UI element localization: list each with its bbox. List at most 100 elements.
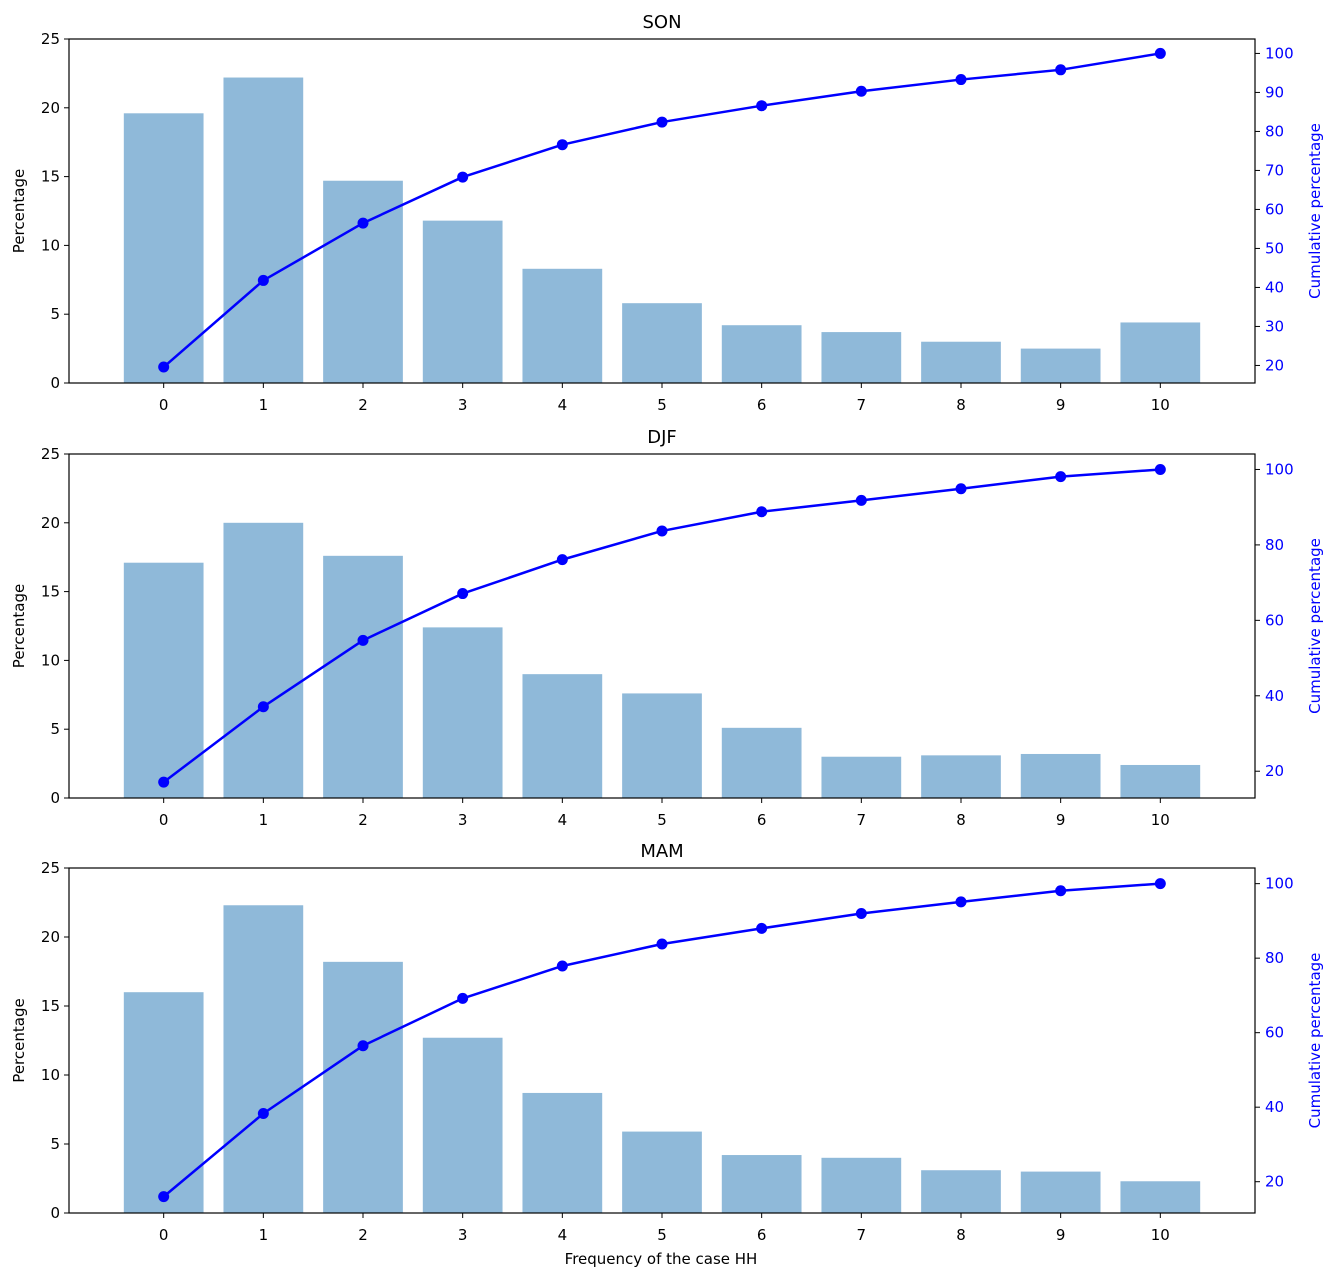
x-tick-label: 10	[1151, 396, 1170, 414]
x-tick-label: 2	[358, 811, 368, 829]
x-tick-label: 9	[1056, 396, 1066, 414]
cumulative-point-2	[357, 634, 369, 646]
x-tick-label: 6	[757, 1226, 767, 1244]
y2-tick-label: 40	[1265, 1098, 1284, 1116]
x-axis-label: Frequency of the case HH	[565, 1250, 758, 1268]
cumulative-point-7	[855, 494, 867, 506]
cumulative-point-7	[855, 85, 867, 97]
x-tick-label: 0	[159, 811, 169, 829]
y-tick-label: 20	[41, 514, 60, 532]
cumulative-point-5	[656, 938, 668, 950]
cumulative-point-0	[158, 361, 170, 373]
panel-mam: 0 1 2 3 4 5 6 7 8 9 10051015202520406080100MAMPerc…	[10, 841, 1324, 1244]
bar-8	[921, 1170, 1001, 1213]
cumulative-point-4	[556, 960, 568, 972]
y-axis-label: Percentage	[10, 584, 28, 668]
y-tick-label: 10	[41, 1066, 60, 1084]
cumulative-point-8	[955, 74, 967, 86]
y2-tick-label: 40	[1265, 278, 1284, 296]
y-tick-label: 15	[41, 997, 60, 1015]
bar-3	[422, 1037, 503, 1213]
bar-5	[622, 303, 702, 383]
cumulative-point-9	[1055, 885, 1067, 897]
cumulative-point-2	[357, 1040, 369, 1052]
x-tick-label: 1	[259, 811, 269, 829]
bar-4	[522, 1092, 603, 1213]
y2-axis-label: Cumulative percentage	[1306, 538, 1324, 714]
x-tick-label: 0	[159, 1226, 169, 1244]
bar-10	[1120, 764, 1201, 798]
x-tick-label: 5	[657, 396, 667, 414]
y-tick-label: 0	[50, 374, 60, 392]
cumulative-point-4	[556, 554, 568, 566]
y2-tick-label: 100	[1265, 875, 1294, 893]
y2-tick-label: 20	[1265, 1173, 1284, 1191]
y-tick-label: 25	[41, 30, 60, 48]
cumulative-point-5	[656, 116, 668, 128]
cumulative-point-4	[556, 139, 568, 151]
cumulative-point-2	[357, 217, 369, 229]
x-tick-label: 4	[558, 1226, 568, 1244]
cumulative-point-1	[257, 1108, 269, 1120]
y-tick-label: 20	[41, 99, 60, 117]
chart-title: DJF	[647, 427, 677, 448]
x-tick-label: 10	[1151, 1226, 1170, 1244]
y2-tick-label: 20	[1265, 762, 1284, 780]
x-tick-label: 1	[259, 1226, 269, 1244]
cumulative-point-7	[855, 907, 867, 919]
y-axis-label: Percentage	[10, 169, 28, 253]
y-axis-label: Percentage	[10, 998, 28, 1082]
x-tick-label: 5	[657, 1226, 667, 1244]
y2-tick-label: 80	[1265, 949, 1284, 967]
y2-tick-label: 70	[1265, 161, 1284, 179]
x-tick-label: 6	[757, 396, 767, 414]
bar-7	[821, 1157, 902, 1213]
cumulative-point-9	[1055, 471, 1067, 483]
x-tick-label: 4	[558, 396, 568, 414]
bar-3	[422, 220, 503, 383]
y2-tick-label: 30	[1265, 317, 1284, 335]
y2-tick-label: 20	[1265, 356, 1284, 374]
bar-9	[1020, 1171, 1101, 1213]
x-tick-label: 2	[358, 1226, 368, 1244]
chart-title: MAM	[640, 841, 683, 862]
cumulative-point-9	[1055, 64, 1067, 76]
bar-1	[223, 905, 304, 1213]
cumulative-point-10	[1154, 878, 1166, 890]
x-tick-label: 1	[259, 396, 269, 414]
x-tick-label: 9	[1056, 1226, 1066, 1244]
y2-tick-label: 80	[1265, 536, 1284, 554]
x-tick-label: 8	[956, 396, 966, 414]
y-tick-label: 0	[50, 1204, 60, 1222]
x-tick-label: 2	[358, 396, 368, 414]
x-tick-label: 3	[458, 1226, 468, 1244]
x-tick-label: 8	[956, 811, 966, 829]
bar-3	[422, 627, 503, 798]
x-tick-label: 8	[956, 1226, 966, 1244]
x-tick-label: 0	[159, 396, 169, 414]
x-tick-label: 7	[857, 396, 867, 414]
bar-6	[721, 727, 802, 798]
bar-8	[921, 341, 1001, 383]
y2-tick-label: 50	[1265, 239, 1284, 257]
bar-2	[323, 180, 403, 383]
bar-1	[223, 522, 304, 798]
cumulative-point-6	[756, 100, 768, 112]
y-tick-label: 10	[41, 236, 60, 254]
bar-5	[622, 1131, 702, 1213]
cumulative-point-3	[457, 588, 469, 600]
y-tick-label: 5	[50, 1135, 60, 1153]
bar-6	[721, 1155, 802, 1213]
x-tick-label: 3	[458, 811, 468, 829]
cumulative-point-1	[257, 274, 269, 286]
bar-9	[1020, 753, 1101, 798]
y2-tick-label: 80	[1265, 122, 1284, 140]
y2-tick-label: 60	[1265, 1024, 1284, 1042]
y2-tick-label: 40	[1265, 687, 1284, 705]
bar-4	[522, 674, 603, 798]
y2-tick-label: 100	[1265, 460, 1294, 478]
bar-7	[821, 332, 902, 383]
bar-0	[123, 562, 204, 798]
x-tick-label: 7	[857, 811, 867, 829]
